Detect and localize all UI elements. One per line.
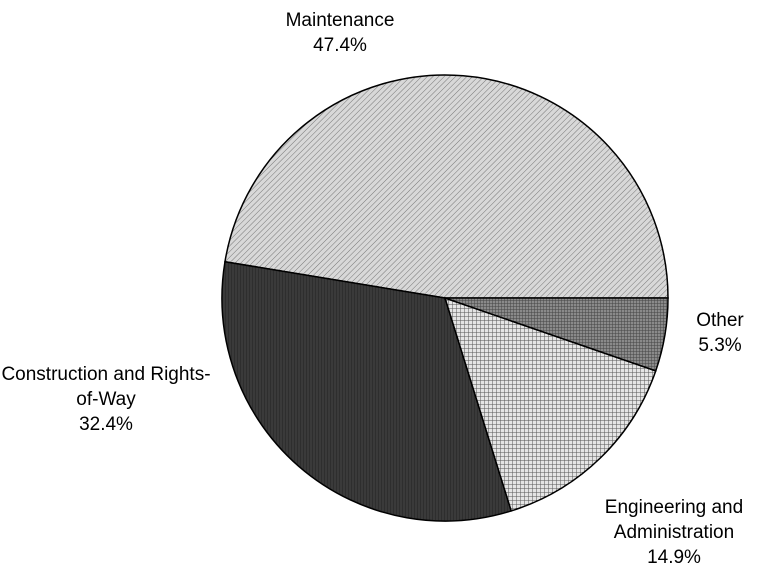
slice-label: Construction and Rights-of-Way 32.4% <box>0 362 212 437</box>
value-label: 32.4% <box>79 414 133 435</box>
slice-label: Other 5.3% <box>680 308 760 358</box>
slice-label: Maintenance 47.4% <box>240 8 440 58</box>
category-label: Engineering and Administration <box>604 497 744 543</box>
slice-hatch <box>224 74 669 299</box>
value-label: 47.4% <box>313 35 367 56</box>
category-label: Other <box>696 310 744 331</box>
value-label: 14.9% <box>647 547 701 568</box>
category-label: Construction and Rights-of-Way <box>1 364 211 410</box>
value-label: 5.3% <box>698 335 742 356</box>
slice-label: Engineering and Administration 14.9% <box>578 495 767 570</box>
slice-hatch <box>221 260 513 522</box>
pie <box>221 74 669 522</box>
slice-hatch <box>444 297 669 372</box>
category-label: Maintenance <box>285 10 395 31</box>
slice-hatch <box>443 296 657 512</box>
